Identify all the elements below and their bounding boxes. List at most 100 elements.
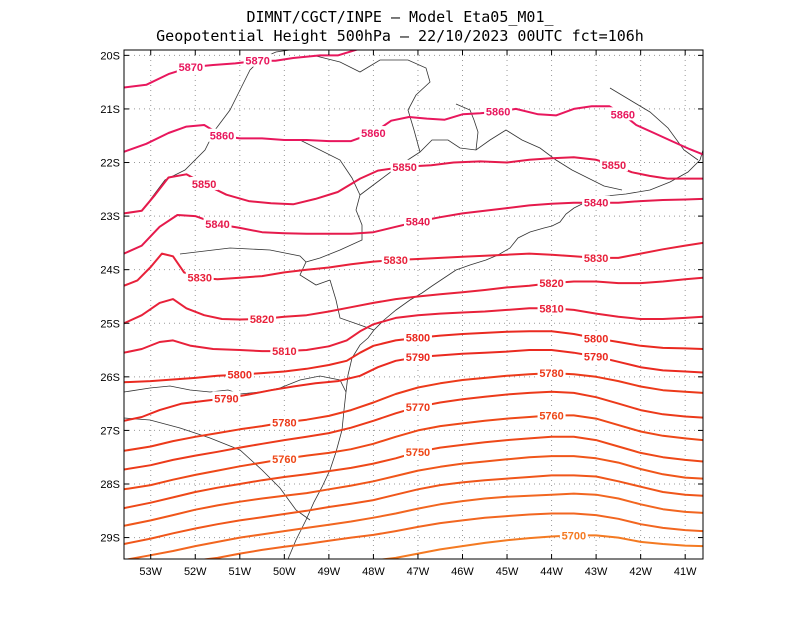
lon-tick-label: 48W [362,566,385,578]
contour-label: 5840 [406,216,430,228]
state-border [179,247,307,263]
contour-5720 [124,492,703,559]
contour-label-bg [582,349,611,363]
contour-5740 [124,455,703,527]
contour-label-bg [270,344,299,358]
lat-tick-label: 27S [100,425,120,437]
map-title-line-2: Geopotential Height 500hPa – 22/10/2023 … [156,27,644,45]
contour-label: 5760 [539,410,563,422]
contour-label-bg [225,367,254,381]
contour-label: 5860 [486,107,510,119]
contour-label-bg [403,330,432,344]
map-gridlines [124,50,703,559]
contour-label-bg [537,301,566,315]
contour-label: 5770 [406,402,430,414]
contour-label-bg [559,528,588,542]
contour-label: 5810 [539,303,563,315]
map-title-line-1: DIMNT/CGCT/INPE – Model Eta05_M01_ [246,8,554,26]
contour-label-bg [403,399,432,413]
contour-label-bg [270,415,299,429]
contour-label: 5700 [562,530,586,542]
contour-label: 5850 [192,179,216,191]
lon-tick-label: 53W [139,566,162,578]
contour-label-bg [359,126,388,140]
contour-5710 [199,512,703,559]
contour-labels: 5870 5870 5860 5860 5860 5860 5850 5850 5850 5840… [176,53,637,542]
contour-label: 5870 [179,62,203,74]
lat-tick-label: 28S [100,479,120,491]
contour-label: 5750 [406,447,430,459]
state-border [609,87,699,161]
contour-label: 5830 [383,255,407,267]
lon-tick-label: 47W [407,566,430,578]
contour-label-bg [582,195,611,209]
contour-label-bg [203,217,232,231]
contour-label-bg [484,104,513,118]
contour-label-bg [537,276,566,290]
map-frame [123,49,704,560]
lon-tick-label: 43W [585,566,608,578]
lon-tick-label: 51W [228,566,251,578]
contour-label-bg [582,331,611,345]
lat-tick-label: 20S [100,50,120,62]
contour-5700 [378,534,703,559]
contour-label-bg [185,270,214,284]
lon-tick-label: 45W [496,566,519,578]
state-border [329,279,375,331]
lat-tick-label: 21S [100,104,120,116]
contour-label-bg [248,311,277,325]
contour-label-bg [243,53,272,67]
lon-tick-label: 46W [451,566,474,578]
geopotential-contours [124,50,703,559]
lon-tick-label: 50W [273,566,296,578]
contour-label-bg [212,391,241,405]
contour-label: 5800 [228,370,252,382]
lon-tick-label: 41W [674,566,697,578]
contour-label: 5790 [214,393,238,405]
contour-label-bg [207,128,236,142]
contour-label: 5810 [272,346,296,358]
contour-label: 5860 [361,128,385,140]
contour-label-bg [390,159,419,173]
contour-label: 5820 [539,278,563,290]
contour-label-bg [190,176,219,190]
lat-tick-label: 24S [100,265,120,277]
contour-label-bg [381,253,410,267]
contour-label: 5790 [406,352,430,364]
lat-tick-label: 25S [100,318,120,330]
contour-label-bg [403,444,432,458]
contour-label: 5850 [602,160,626,172]
lat-tick-label: 23S [100,211,120,223]
contour-label-bg [608,107,637,121]
contour-label-bg [537,408,566,422]
map-axes: 53W 52W 51W 50W 49W 48W 47W 46W 45W 44W 43W 42W 41W 2… [100,50,703,578]
state-border [359,129,623,196]
contour-label: 5860 [611,109,635,121]
contour-label: 5830 [584,253,608,265]
contour-label: 5860 [210,131,234,143]
contour-5760 [124,414,703,491]
contour-label: 5800 [584,333,608,345]
contour-label: 5870 [245,56,269,68]
contour-label: 5850 [392,162,416,174]
state-border [124,417,311,521]
contour-label-bg [270,451,299,465]
lon-tick-label: 42W [629,566,652,578]
contour-label: 5830 [187,273,211,285]
contour-label: 5820 [250,314,274,326]
contour-label: 5780 [272,417,296,429]
contour-label-bg [176,60,205,74]
contour-label: 5840 [584,198,608,210]
contour-5810 [124,307,703,354]
contour-label: 5840 [205,219,229,231]
contour-label-bg [403,350,432,364]
contour-5780 [124,372,703,452]
state-border [455,103,479,151]
lon-tick-label: 44W [540,566,563,578]
contour-label-bg [403,214,432,228]
lon-tick-label: 49W [318,566,341,578]
contour-5730 [124,474,703,545]
contour-label: 5760 [272,454,296,466]
lon-tick-label: 52W [184,566,207,578]
lat-tick-label: 29S [100,533,120,545]
